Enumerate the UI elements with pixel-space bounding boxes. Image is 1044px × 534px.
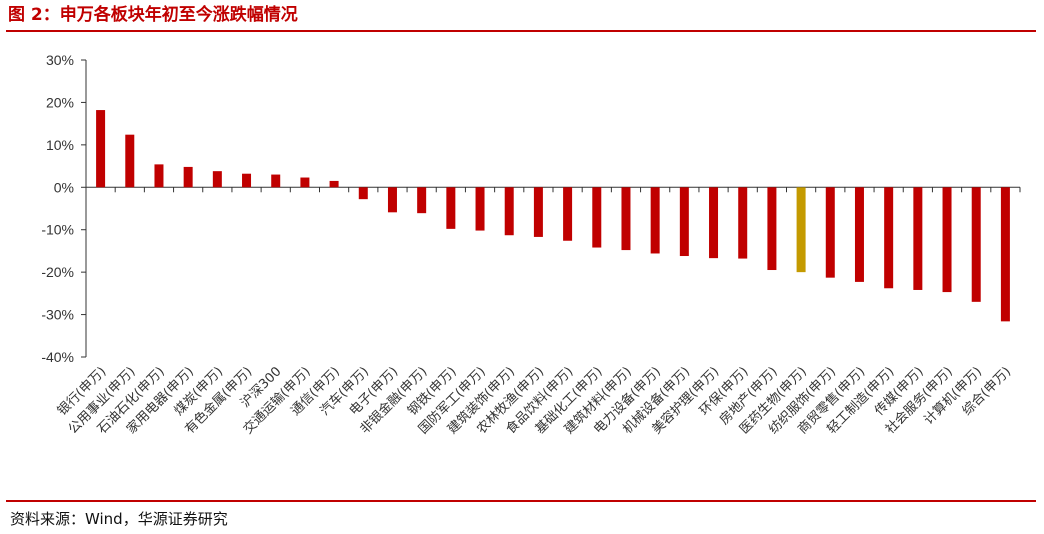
y-tick-label: -20% [41,264,74,280]
bar [183,166,193,188]
bar [971,187,981,302]
y-tick-label: -40% [41,349,74,365]
bar [1000,187,1010,322]
source-note: 资料来源：Wind，华源证券研究 [10,510,228,528]
bar [913,187,923,290]
bar [621,187,631,251]
bar [533,187,543,237]
bar [796,187,806,273]
bar [446,187,456,229]
bar [942,187,952,293]
y-tick-label: -10% [41,222,74,238]
bar [242,173,252,188]
bar [767,187,777,271]
source-rule [6,500,1036,502]
y-tick-label: -30% [41,307,74,323]
y-tick-label: 30% [46,52,74,68]
bar [504,187,514,236]
bar [592,187,602,248]
bar [271,174,281,188]
bar [329,180,339,188]
bar [679,187,689,257]
bar [825,187,835,278]
y-tick-label: 0% [54,179,74,195]
bar [300,177,310,188]
bar [387,187,397,213]
bar [650,187,660,254]
bar [358,187,368,200]
bar [125,134,135,188]
title-rule [6,30,1036,32]
y-tick-label: 10% [46,137,74,153]
bar [212,171,222,188]
bar [854,187,864,282]
bar [738,187,748,259]
bar [563,187,573,241]
bar [884,187,894,289]
figure-title: 图 2：申万各板块年初至今涨跌幅情况 [8,5,298,25]
bar [475,187,485,231]
bar [154,164,164,188]
bar [417,187,427,214]
bar [96,110,106,188]
y-tick-label: 20% [46,94,74,110]
bar [709,187,719,259]
